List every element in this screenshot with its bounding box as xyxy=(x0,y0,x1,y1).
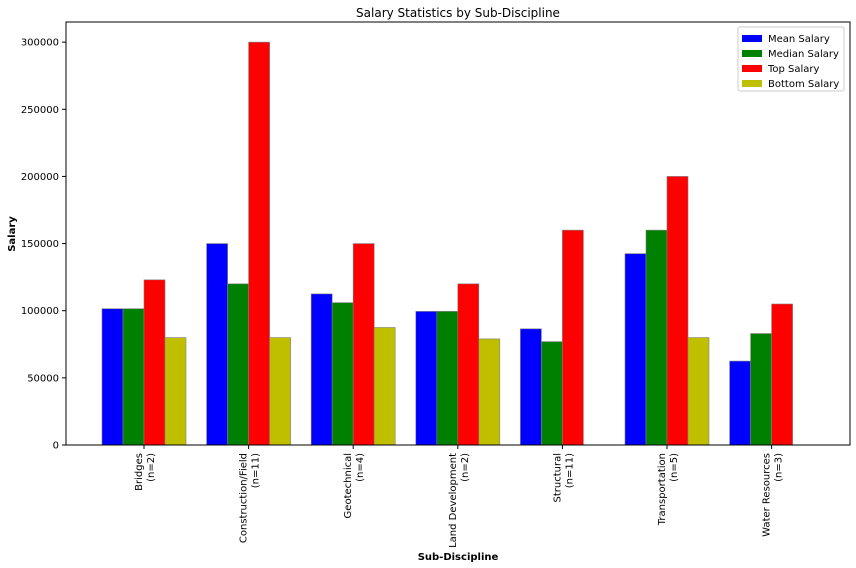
x-tick-label-count: (n=3) xyxy=(774,453,785,482)
x-tick-label-count: (n=5) xyxy=(669,453,680,482)
bar-top-salary-2 xyxy=(352,243,375,446)
y-tick-label: 100000 xyxy=(21,306,59,317)
bar-top-salary-4 xyxy=(562,229,584,446)
plot-area: 0 50000 100000 150000 200000 250000 300000 Brid… xyxy=(21,21,851,548)
bar-bottom-salary-0 xyxy=(164,337,187,446)
y-tick-label: 250000 xyxy=(21,105,59,116)
x-tick-label: Bridges (n=2) xyxy=(134,453,157,491)
legend: Mean Salary Median Salary Top Salary Bottom… xyxy=(737,26,845,92)
y-tick-label: 50000 xyxy=(27,373,59,384)
x-tick-label: Transportation (n=5) xyxy=(657,453,680,526)
legend-swatch-3 xyxy=(742,80,762,87)
bar-mean-salary-6 xyxy=(729,360,751,446)
legend-swatch-0 xyxy=(742,35,762,42)
x-tick-label: Structural (n=11) xyxy=(552,453,575,503)
bar-mean-salary-0 xyxy=(101,308,124,446)
x-axis-title: Sub-Discipline xyxy=(418,552,499,563)
bar-top-salary-1 xyxy=(248,41,270,446)
legend-swatch-1 xyxy=(742,50,762,57)
y-axis-title: Salary xyxy=(7,216,18,252)
x-tick-label: Construction/Field (n=11) xyxy=(239,453,262,543)
x-tick-label-count: (n=2) xyxy=(146,453,157,482)
bar-top-salary-0 xyxy=(143,279,166,446)
x-tick-label-count: (n=4) xyxy=(355,453,366,482)
x-tick-label: Geotechnical (n=4) xyxy=(343,453,366,519)
x-tick-label-name: Geotechnical xyxy=(343,453,354,518)
x-tick-label-count: (n=11) xyxy=(251,453,262,488)
x-tick-label: Land Development (n=2) xyxy=(448,453,471,548)
x-tick-label: Water Resources (n=3) xyxy=(762,453,785,537)
bar-mean-salary-5 xyxy=(624,253,647,446)
bar-bottom-salary-2 xyxy=(373,327,396,446)
x-tick-label-name: Land Development xyxy=(448,453,459,548)
x-tick-label-name: Construction/Field xyxy=(239,453,250,543)
bar-bottom-salary-1 xyxy=(269,337,291,446)
bar-median-salary-2 xyxy=(331,302,354,446)
bar-bottom-salary-5 xyxy=(687,337,710,446)
chart-title: Salary Statistics by Sub-Discipline xyxy=(356,6,560,20)
legend-box xyxy=(737,26,845,92)
legend-label-1: Median Salary xyxy=(768,49,839,60)
bar-mean-salary-1 xyxy=(206,243,228,446)
bar-median-salary-0 xyxy=(122,308,145,446)
y-tick-label: 200000 xyxy=(21,172,59,183)
bar-mean-salary-4 xyxy=(520,328,542,446)
bar-mean-salary-3 xyxy=(415,311,438,446)
x-tick-label-name: Structural xyxy=(552,453,563,503)
bar-median-salary-5 xyxy=(645,229,668,446)
x-tick-label-name: Bridges xyxy=(134,453,145,491)
y-tick-label: 300000 xyxy=(21,38,59,49)
bar-top-salary-6 xyxy=(771,303,793,446)
x-tick-label-count: (n=2) xyxy=(460,453,471,482)
bar-top-salary-3 xyxy=(457,283,480,446)
bar-mean-salary-2 xyxy=(310,293,333,446)
x-tick-label-name: Transportation xyxy=(657,453,668,526)
bar-bottom-salary-3 xyxy=(478,338,501,446)
x-tick-label-name: Water Resources xyxy=(762,453,773,537)
bar-median-salary-4 xyxy=(541,341,563,446)
y-tick-label: 0 xyxy=(53,441,59,452)
legend-label-0: Mean Salary xyxy=(768,34,830,45)
legend-swatch-2 xyxy=(742,65,762,72)
y-tick-label: 150000 xyxy=(21,239,59,250)
x-tick-label-count: (n=11) xyxy=(564,453,575,488)
legend-label-2: Top Salary xyxy=(767,64,820,75)
bar-median-salary-1 xyxy=(227,283,249,446)
legend-label-3: Bottom Salary xyxy=(768,79,839,90)
bar-median-salary-6 xyxy=(750,333,772,446)
bar-top-salary-5 xyxy=(666,176,689,446)
bar-median-salary-3 xyxy=(436,311,459,446)
